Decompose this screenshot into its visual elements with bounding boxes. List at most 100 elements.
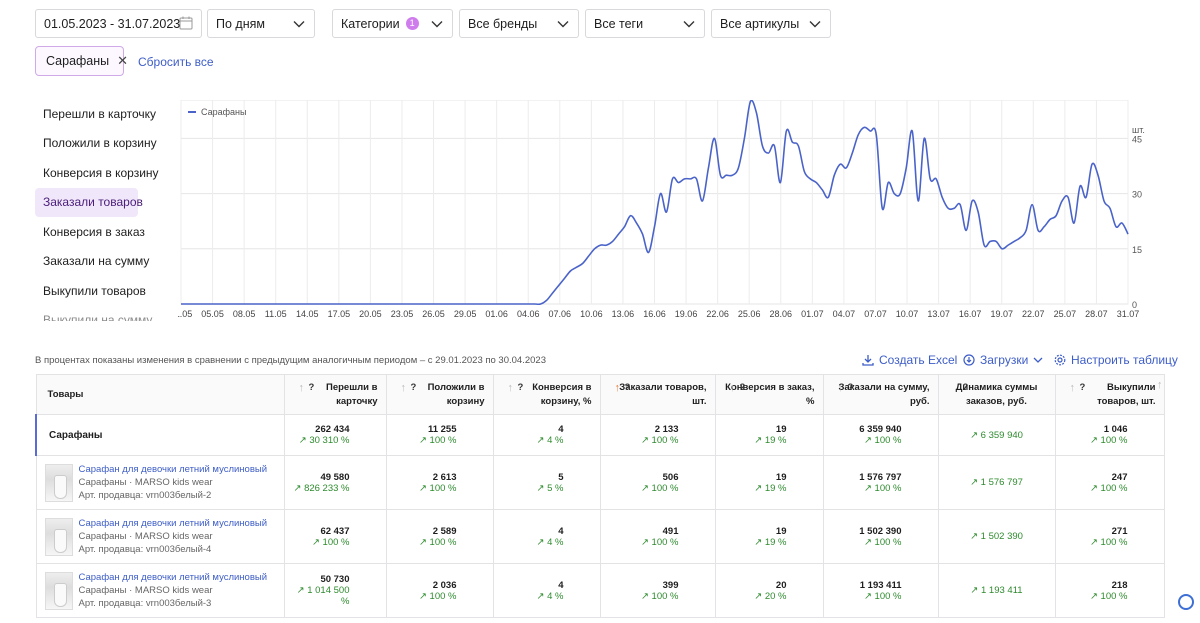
metric-item[interactable]: Выкупили на сумму (43, 313, 153, 321)
help-icon[interactable]: ? (1079, 382, 1086, 393)
table-cell: 11 255 ↗ 100 % (385, 414, 494, 456)
x-tick-label: 13.07 (927, 309, 950, 319)
sort-icon[interactable]: ↑ (400, 382, 407, 394)
table-cell: ↗ 1 502 390 (937, 509, 1056, 564)
tags-select[interactable]: Все теги (585, 9, 705, 38)
metric-item[interactable]: Выкупили товаров (43, 283, 146, 298)
product-link[interactable]: Сарафан для девочки летний муслиновый (78, 572, 268, 583)
support-chat-icon[interactable] (1178, 594, 1194, 610)
help-icon[interactable]: ? (517, 382, 524, 393)
chevron-down-icon (809, 21, 821, 28)
table-row[interactable]: Сарафан для девочки летний муслиновый Сар… (35, 455, 1165, 510)
table-cell: 6 359 940 ↗ 100 % (822, 414, 939, 456)
x-tick-label: 07.06 (549, 309, 572, 319)
series-line-sarafany (181, 100, 1129, 306)
table-cell: 506 ↗ 100 % (599, 455, 716, 510)
column-header[interactable]: ? Динамика суммы заказов, руб. (937, 374, 1056, 415)
table-cell: 247 ↗ 100 % (1054, 455, 1165, 510)
articles-value: Все артикулы (720, 16, 800, 31)
sort-icon[interactable]: ↑ (298, 382, 305, 394)
categories-label: Категории (341, 16, 400, 31)
table-cell: 491 ↗ 100 % (599, 509, 716, 564)
product-link[interactable]: Сарафан для девочки летний муслиновый (78, 518, 268, 529)
downloads-button[interactable]: Загрузки (963, 353, 1048, 367)
product-thumbnail[interactable] (44, 517, 73, 556)
period-value: По дням (216, 16, 265, 31)
metric-item[interactable]: Заказали на сумму (43, 254, 150, 269)
y-tick-label: 15 (1132, 245, 1142, 255)
metric-item[interactable]: Положили в корзину (43, 136, 157, 151)
y-tick-label: 45 (1132, 134, 1142, 144)
table-cell: 62 437 ↗ 100 % (283, 509, 387, 564)
column-header[interactable]: Товары (35, 374, 285, 415)
help-icon[interactable]: ? (962, 382, 969, 393)
help-icon[interactable]: ? (739, 382, 746, 393)
download-icon (862, 355, 874, 366)
downloads-icon (963, 354, 975, 366)
metric-item[interactable]: Конверсия в корзину (43, 165, 159, 180)
articles-select[interactable]: Все артикулы (711, 9, 831, 38)
column-header[interactable]: ↑? Заказали товаров, шт. (599, 374, 716, 415)
date-range-picker[interactable]: 01.05.2023 - 31.07.2023 (35, 9, 202, 38)
configure-table-button[interactable]: Настроить таблицу (1054, 353, 1178, 367)
x-tick-label: 10.06 (580, 309, 603, 319)
column-header[interactable]: ↑? Перешли в карточку (283, 374, 387, 415)
category-name: Сарафаны (35, 414, 285, 456)
table-cell: 2 133 ↗ 100 % (599, 414, 716, 456)
sort-icon[interactable]: ↑ (837, 382, 844, 394)
metric-item[interactable]: Перешли в карточку (43, 106, 157, 121)
comparison-note: В процентах показаны изменения в сравнен… (35, 355, 546, 366)
help-icon[interactable]: ? (624, 382, 631, 393)
period-select[interactable]: По дням (207, 9, 315, 38)
table-cell: 20 ↗ 20 % (714, 563, 824, 618)
table-row[interactable]: Сарафан для девочки летний муслиновый Сар… (35, 563, 1165, 618)
help-icon[interactable]: ? (308, 382, 315, 393)
x-tick-label: 16.06 (643, 309, 666, 319)
table-cell: ↗ 1 193 411 (937, 563, 1056, 618)
product-thumbnail[interactable] (44, 463, 73, 502)
categories-select[interactable]: Категории 1 (332, 9, 453, 38)
x-tick-label: 28.07 (1085, 309, 1108, 319)
close-icon[interactable]: ✕ (117, 53, 129, 68)
reset-all-link[interactable]: Сбросить все (138, 55, 214, 69)
configure-table-label: Настроить таблицу (1071, 353, 1178, 367)
table-cell: 1 193 411 ↗ 100 % (822, 563, 939, 618)
column-header[interactable]: ↑? Заказали на сумму, руб. (822, 374, 939, 415)
x-tick-label: 23.05 (391, 309, 414, 319)
column-header[interactable]: ↑? Конверсия в корзину, % (492, 374, 601, 415)
brands-select[interactable]: Все бренды (459, 9, 579, 38)
column-header[interactable]: ↑? Выкупили товаров, шт. (1054, 374, 1165, 415)
scrollbar[interactable]: ↑ (1157, 374, 1165, 623)
create-excel-button[interactable]: Создать Excel (862, 353, 957, 367)
metric-item[interactable]: Конверсия в заказ (43, 224, 145, 239)
x-tick-label: 14.05 (296, 309, 319, 319)
x-tick-label: 01.05 (178, 309, 192, 319)
x-tick-label: 20.05 (359, 309, 382, 319)
table-cell: 4 ↗ 4 % (492, 509, 601, 564)
table-cell: 1 046 ↗ 100 % (1054, 414, 1165, 456)
column-header[interactable]: ↑? Положили в корзину (385, 374, 494, 415)
svg-text:↑: ↑ (1157, 379, 1163, 391)
gear-icon (1054, 354, 1066, 366)
table-cell: 49 580 ↗ 826 233 % (283, 455, 387, 510)
x-tick-label: 29.05 (454, 309, 477, 319)
table-total-row[interactable]: Сарафаны 262 434 ↗ 30 310 % 11 255 ↗ 100 % 4 ↗… (35, 414, 1165, 456)
metric-list: Перешли в карточку Положили в корзину Ко… (35, 99, 175, 321)
x-tick-label: 19.06 (675, 309, 698, 319)
product-link[interactable]: Сарафан для девочки летний муслиновый (78, 464, 268, 475)
filter-chip-label: Сарафаны (46, 54, 110, 68)
product-article: Арт. продавца: vrn003белый-4 (78, 544, 212, 555)
categories-count-badge: 1 (405, 17, 419, 30)
sort-icon[interactable]: ↑ (507, 382, 514, 394)
help-icon[interactable]: ? (847, 382, 854, 393)
product-thumbnail[interactable] (44, 571, 73, 610)
table-row[interactable]: Сарафан для девочки летний муслиновый Сар… (35, 509, 1165, 564)
sort-icon-active[interactable]: ↑ (614, 382, 621, 394)
sort-icon[interactable]: ↑ (1069, 382, 1076, 394)
metric-item-active[interactable]: Заказали товаров (35, 187, 143, 217)
sort-icon[interactable]: ↑ (729, 382, 736, 394)
help-icon[interactable]: ? (410, 382, 417, 393)
legend-label: Сарафаны (201, 107, 246, 117)
downloads-label: Загрузки (980, 353, 1029, 367)
column-header[interactable]: ↑? Конверсия в заказ, % (714, 374, 824, 415)
